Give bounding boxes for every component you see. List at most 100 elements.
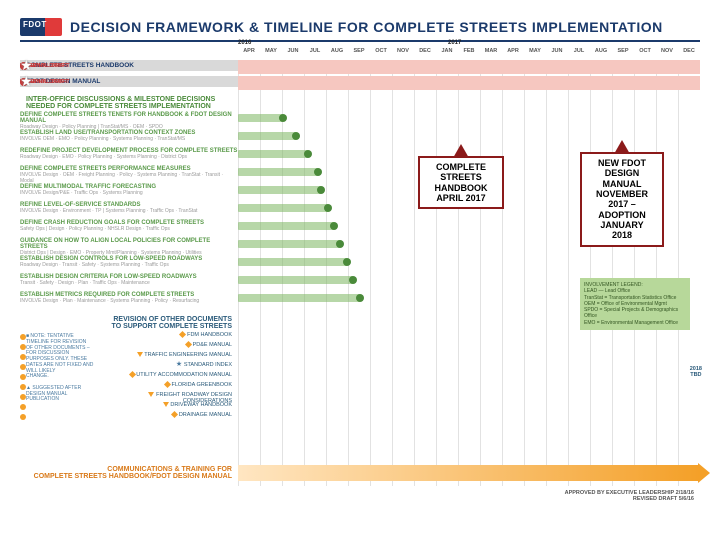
star-icon: ★: [20, 57, 33, 74]
month-cell: JUL: [304, 48, 326, 54]
revision-dot: [20, 344, 26, 350]
task-milestone-dot: [304, 150, 312, 158]
month-cell: AUG: [590, 48, 612, 54]
design-manual-band: FDOT DESIGN MANUAL INTERNAL DRAFTEXTERNA…: [20, 76, 700, 90]
revision-item: FLORIDA GREENBOOK: [120, 382, 238, 388]
month-cell: SEP: [612, 48, 634, 54]
task-bar: [238, 186, 321, 194]
revision-dot: [20, 374, 26, 380]
star-icon: ★: [20, 73, 33, 90]
task-milestone-dot: [324, 204, 332, 212]
month-cell: AUG: [326, 48, 348, 54]
handbook-band: COMPLETE STREETS HANDBOOK INTERNAL DRAFT…: [20, 60, 700, 74]
revision-row: FDM HANDBOOK: [20, 332, 700, 342]
task-bar: [238, 168, 318, 176]
task-milestone-dot: [314, 168, 322, 176]
revision-item: UTILITY ACCOMMODATION MANUAL: [120, 372, 238, 378]
revision-dot: [20, 404, 26, 410]
month-cell: NOV: [392, 48, 414, 54]
month-cell: JAN: [436, 48, 458, 54]
revision-row: TRAFFIC ENGINEERING MANUAL: [20, 352, 700, 362]
month-cell: JUL: [568, 48, 590, 54]
star-icon: ★: [176, 362, 182, 367]
revision-item: DRIVEWAY HANDBOOK: [120, 402, 238, 408]
year-2016: 2016: [238, 40, 251, 46]
revision-item: PD&E MANUAL: [120, 342, 238, 348]
month-cell: SEP: [348, 48, 370, 54]
revision-dot: [20, 394, 26, 400]
callout-handbook-text: COMPLETE STREETS HANDBOOK APRIL 2017: [435, 162, 488, 203]
month-cell: OCT: [634, 48, 656, 54]
revision-row: PD&E MANUAL: [20, 342, 700, 352]
task-milestone-dot: [356, 294, 364, 302]
month-cell: FEB: [458, 48, 480, 54]
revision-label: FLORIDA GREENBOOK: [171, 382, 232, 388]
revision-label: PD&E MANUAL: [193, 342, 232, 348]
task-subtext: INVOLVE Design · Plan · Maintenance · Sy…: [20, 298, 238, 304]
month-cell: DEC: [678, 48, 700, 54]
month-cell: OCT: [370, 48, 392, 54]
revision-label: DRAINAGE MANUAL: [179, 412, 232, 418]
task-name: DEFINE COMPLETE STREETS TENETS FOR HANDB…: [20, 112, 238, 124]
task-bar: [238, 276, 353, 284]
task-subtext: Safety Ops | Design · Policy Planning · …: [20, 226, 238, 232]
task-subtext: INVOLVE OEM · EMO · Policy Planning · Sy…: [20, 136, 238, 142]
task-row: ESTABLISH LAND USE/TRANSPORTATION CONTEX…: [20, 130, 700, 148]
month-cell: APR: [238, 48, 260, 54]
task-milestone-dot: [279, 114, 287, 122]
task-subtext: INVOLVE Design/P&E · Traffic Ops · Syste…: [20, 190, 238, 196]
month-cell: APR: [502, 48, 524, 54]
revision-dot: [20, 364, 26, 370]
communications-label-text: COMMUNICATIONS & TRAINING FOR COMPLETE S…: [34, 466, 232, 480]
task-subtext: Roadway Design · Transit · Safety · Syst…: [20, 262, 238, 268]
triangle-icon: [137, 352, 143, 357]
diamond-icon: [185, 341, 192, 348]
task-subtext: Roadway Design · EMO · Policy Planning ·…: [20, 154, 238, 160]
revision-label: STANDARD INDEX: [184, 362, 232, 368]
revision-header: REVISION OF OTHER DOCUMENTSTO SUPPORT CO…: [20, 316, 238, 331]
page-header: DECISION FRAMEWORK & TIMELINE FOR COMPLE…: [20, 18, 700, 42]
task-bar: [238, 132, 296, 140]
task-row: ESTABLISH DESIGN CONTROLS FOR LOW-SPEED …: [20, 256, 700, 274]
month-cell: MAY: [524, 48, 546, 54]
revision-row: DRAINAGE MANUAL: [20, 412, 700, 422]
task-bar: [238, 258, 347, 266]
revision-row: DRIVEWAY HANDBOOK: [20, 402, 700, 412]
gantt-chart: 2016 2017 APRMAYJUNJULAUGSEPOCTNOVDECJAN…: [20, 46, 700, 504]
callout-handbook: COMPLETE STREETS HANDBOOK APRIL 2017: [418, 156, 504, 209]
callout-design-manual: NEW FDOT DESIGN MANUAL NOVEMBER 2017 – A…: [580, 152, 664, 247]
task-subtext: INVOLVE Design · Environment · TP | Syst…: [20, 208, 238, 214]
task-milestone-dot: [343, 258, 351, 266]
task-bar: [238, 294, 360, 302]
task-bar: [238, 240, 340, 248]
involvement-legend-text: INVOLVEMENT LEGEND: LEAD — Lead Office T…: [584, 282, 678, 326]
involvement-legend: INVOLVEMENT LEGEND: LEAD — Lead Office T…: [580, 278, 690, 330]
communications-band: COMMUNICATIONS & TRAINING FOR COMPLETE S…: [26, 460, 700, 486]
task-bar: [238, 222, 334, 230]
task-bar: [238, 114, 283, 122]
task-bar: [238, 150, 308, 158]
month-axis: APRMAYJUNJULAUGSEPOCTNOVDECJANFEBMARAPRM…: [238, 48, 700, 54]
revision-item: DRAINAGE MANUAL: [120, 412, 238, 418]
revision-row: UTILITY ACCOMMODATION MANUAL: [20, 372, 700, 382]
revision-dot: [20, 414, 26, 420]
task-milestone-dot: [349, 276, 357, 284]
communications-arrow: [238, 465, 700, 481]
month-cell: JUN: [282, 48, 304, 54]
month-cell: NOV: [656, 48, 678, 54]
task-milestone-dot: [330, 222, 338, 230]
revision-row: ★ STANDARD INDEX: [20, 362, 700, 372]
green-section-header: INTER-OFFICE DISCUSSIONS & MILESTONE DEC…: [20, 94, 238, 111]
triangle-icon: [148, 392, 154, 397]
month-cell: DEC: [414, 48, 436, 54]
task-name: GUIDANCE ON HOW TO ALIGN LOCAL POLICIES …: [20, 238, 238, 250]
callout-design-manual-text: NEW FDOT DESIGN MANUAL NOVEMBER 2017 – A…: [596, 158, 648, 240]
task-subtext: INVOLVE Design · OEM · Freight Planning …: [20, 172, 238, 184]
diamond-icon: [171, 411, 178, 418]
task-milestone-dot: [292, 132, 300, 140]
task-milestone-dot: [317, 186, 325, 194]
revision-dot: [20, 334, 26, 340]
diamond-icon: [179, 331, 186, 338]
communications-label: COMMUNICATIONS & TRAINING FOR COMPLETE S…: [26, 466, 238, 481]
revision-item: ★ STANDARD INDEX: [120, 362, 238, 368]
